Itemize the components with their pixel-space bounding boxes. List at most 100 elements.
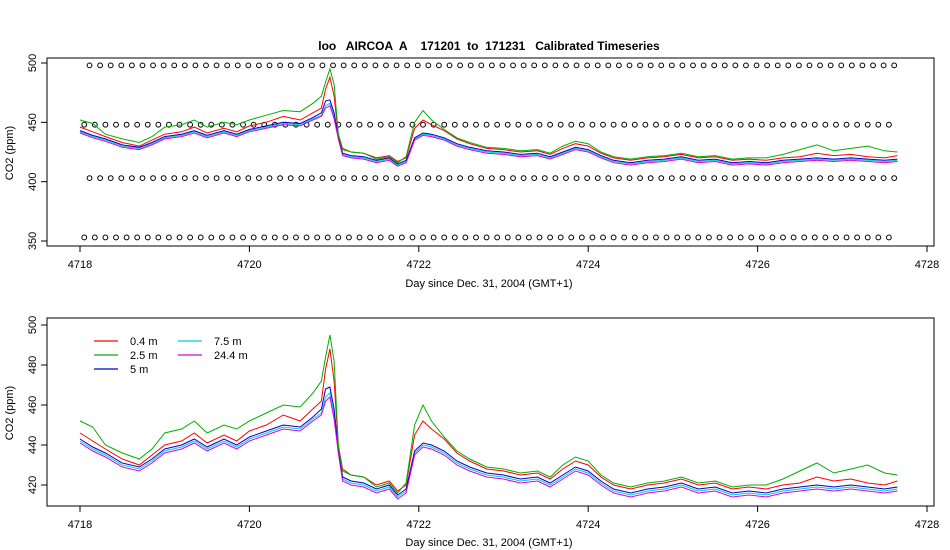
calibration-point <box>282 234 289 241</box>
calibration-point <box>705 234 712 241</box>
calibration-point <box>626 175 633 182</box>
calibration-point <box>457 175 463 182</box>
calibration-point <box>160 175 167 182</box>
calibration-point <box>128 62 135 69</box>
calibration-point <box>414 62 421 69</box>
calibration-point <box>822 121 829 128</box>
calibration-point <box>700 175 707 182</box>
calibration-point <box>436 62 442 69</box>
calibration-point <box>425 62 432 69</box>
calibration-point <box>838 175 845 182</box>
calibration-point <box>616 62 622 69</box>
calibration-point <box>838 62 845 69</box>
calibration-point <box>653 234 659 241</box>
calibration-point <box>266 175 273 182</box>
calibration-point <box>166 234 172 241</box>
calibration-point <box>859 175 866 182</box>
bottom-panel: Day since Dec. 31, 2004 (GMT+1) CO2 (ppm… <box>4 316 939 549</box>
calibration-point <box>250 234 257 241</box>
calibration-point <box>367 234 373 241</box>
calibration-point <box>377 234 384 241</box>
calibration-point <box>383 62 389 69</box>
calibration-point <box>86 62 93 69</box>
calibration-point <box>451 121 458 128</box>
calibration-point <box>510 175 516 182</box>
top-panel: loo AIRCOA A 171201 to 171231 Calibrated… <box>4 39 939 290</box>
calibration-point <box>790 121 797 128</box>
calibration-point <box>346 121 352 128</box>
calibration-point <box>388 234 395 241</box>
calibration-point <box>181 175 188 182</box>
bottom-x-tick-label: 4722 <box>407 519 431 531</box>
calibration-point <box>520 175 527 182</box>
calibration-point <box>515 234 522 241</box>
bottom-x-tick-label: 4728 <box>915 519 939 531</box>
bottom-axis-ticks: 4718 4720 4722 4724 4726 4728 420 440 460 480 500 <box>27 316 939 531</box>
legend-label: 24.4 m <box>214 350 248 362</box>
calibration-point <box>526 121 532 128</box>
calibration-point <box>716 121 723 128</box>
calibration-point <box>330 175 336 182</box>
calibration-point <box>409 121 416 128</box>
calibration-point <box>414 175 421 182</box>
calibration-point <box>679 175 686 182</box>
calibration-point <box>864 234 871 241</box>
calibration-point <box>123 121 130 128</box>
calibration-point <box>229 234 236 241</box>
calibration-point <box>711 175 718 182</box>
calibration-point <box>377 121 384 128</box>
calibration-point <box>256 62 262 69</box>
calibration-point <box>795 62 802 69</box>
calibration-point <box>335 234 342 241</box>
calibration-point <box>806 175 813 182</box>
calibration-point <box>663 121 670 128</box>
calibration-point <box>848 62 855 69</box>
calibration-point <box>203 175 209 182</box>
calibration-point <box>674 121 681 128</box>
calibration-point <box>806 62 813 69</box>
calibration-point <box>134 234 141 241</box>
calibration-point <box>885 234 892 241</box>
calibration-point <box>287 175 294 182</box>
calibration-point <box>621 121 628 128</box>
calibration-point <box>711 62 718 69</box>
calibration-point <box>441 234 448 241</box>
calibration-point <box>118 62 125 69</box>
calibration-point <box>483 121 490 128</box>
calibration-point <box>91 234 98 241</box>
calibration-point <box>674 234 681 241</box>
calibration-point <box>563 175 569 182</box>
calibration-point <box>843 234 850 241</box>
calibration-point <box>637 62 643 69</box>
calibration-point <box>287 62 294 69</box>
bottom-y-tick-label: 460 <box>27 396 39 414</box>
calibration-point <box>361 62 368 69</box>
bottom-x-tick-label: 4720 <box>237 519 261 531</box>
calibration-point <box>684 234 691 241</box>
calibration-point <box>764 62 771 69</box>
calibration-point <box>107 175 114 182</box>
calibration-point <box>446 175 453 182</box>
calibration-point <box>398 234 405 241</box>
bottom-x-axis-label: Day since Dec. 31, 2004 (GMT+1) <box>405 537 572 549</box>
calibration-point <box>690 62 696 69</box>
calibration-point <box>187 234 194 241</box>
calibration-point <box>653 121 659 128</box>
calibration-point <box>663 234 670 241</box>
calibration-point <box>277 175 284 182</box>
calibration-point <box>234 175 241 182</box>
calibration-point <box>764 175 771 182</box>
calibration-point <box>150 62 156 69</box>
top-x-tick-label: 4726 <box>745 259 769 271</box>
calibration-point <box>642 234 649 241</box>
calibration-point <box>192 62 199 69</box>
calibration-point <box>446 62 453 69</box>
calibration-point <box>557 121 564 128</box>
calibration-point <box>372 62 379 69</box>
calibration-point <box>303 121 310 128</box>
calibration-point <box>541 175 548 182</box>
calibration-point <box>785 62 792 69</box>
calibration-point <box>467 175 474 182</box>
calibration-point <box>668 62 675 69</box>
calibration-point <box>425 175 432 182</box>
